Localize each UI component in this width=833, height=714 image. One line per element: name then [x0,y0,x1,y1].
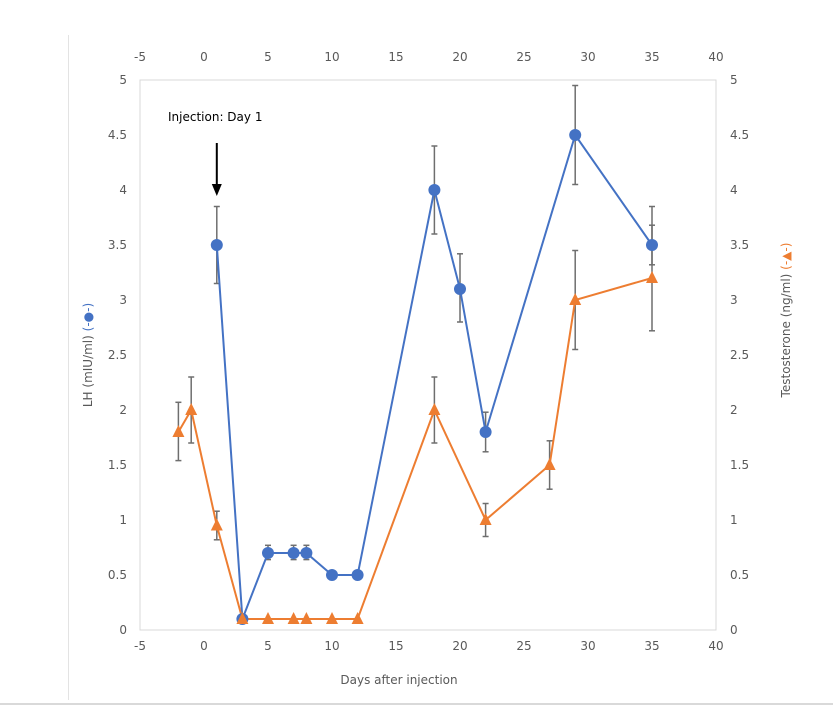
testosterone-point [351,612,364,624]
y-tick-label-right: 5 [730,73,738,87]
y-left-text: LH (mIU/ml) [81,335,95,407]
x-tick-label-bottom: 0 [200,639,208,653]
testosterone-line [177,277,653,620]
y-tick-label-left: 3.5 [108,238,127,252]
testosterone-point [646,271,658,283]
x-tick-label-top: 30 [580,50,595,64]
injection-annotation: Injection: Day 1 [168,110,262,124]
x-tick-label-bottom: 5 [264,639,272,653]
lh-point [326,569,338,581]
lh-point [454,283,466,295]
y-tick-label-left: 4.5 [108,128,127,142]
y-tick-label-left: 1 [119,513,127,527]
x-tick-label-bottom: 30 [580,639,595,653]
y-right-text: Testosterone (ng/ml) [779,274,793,399]
x-tick-label-top: 15 [388,50,403,64]
y-tick-label-left: 5 [119,73,127,87]
lh-point [210,239,223,251]
y-tick-label-left: 2 [119,403,127,417]
lh-line [215,132,653,620]
y-right-marker: (-▲-) [779,243,793,270]
x-tick-label-bottom: 15 [388,639,403,653]
x-tick-label-top: 25 [516,50,531,64]
lh-point [646,239,658,251]
y-tick-label-right: 0 [730,623,738,637]
figure-border-left [68,35,69,700]
lh-point [428,184,441,196]
testosterone-point [172,425,185,437]
x-tick-label-bottom: 10 [324,639,339,653]
arrow-down-icon [211,143,222,196]
testosterone-point [326,612,338,624]
x-tick-label-top: 0 [200,50,208,64]
y-tick-label-right: 2.5 [730,348,749,362]
testosterone-point [236,612,249,624]
x-tick-label-top: -5 [134,50,146,64]
testosterone-point [262,612,274,624]
x-tick-label-bottom: 40 [708,639,723,653]
testosterone-point [479,513,492,525]
y-tick-label-left: 1.5 [108,458,127,472]
testosterone-point [543,458,556,470]
y-left-marker: (-●-) [81,303,95,332]
x-tick-label-top: 35 [644,50,659,64]
testosterone-point [287,612,300,624]
y-tick-label-left: 3 [119,293,127,307]
lh-point [262,547,274,559]
x-axis-label: Days after injection [340,673,457,687]
y-tick-label-left: 4 [119,183,127,197]
x-tick-label-top: 5 [264,50,272,64]
y-tick-label-right: 1.5 [730,458,749,472]
testosterone-point [210,518,223,531]
x-tick-label-top: 40 [708,50,723,64]
y-tick-label-right: 3.5 [730,238,749,252]
lh-point [300,547,313,559]
lh-point [287,547,300,559]
y-tick-label-right: 1 [730,513,738,527]
lh-point [479,426,492,438]
testosterone-point [428,403,441,415]
y-tick-label-right: 4 [730,183,738,197]
x-tick-label-top: 10 [324,50,339,64]
testosterone-point [185,403,198,415]
x-tick-label-bottom: 35 [644,639,659,653]
lh-point [569,129,582,141]
testosterone-point [569,293,582,305]
x-tick-label-bottom: 20 [452,639,467,653]
y-tick-label-right: 4.5 [730,128,749,142]
figure-border-bottom [0,703,833,705]
y-tick-label-right: 2 [730,403,738,417]
y-tick-label-right: 0.5 [730,568,749,582]
y-tick-label-right: 3 [730,293,738,307]
lh-point [351,569,364,581]
x-tick-label-top: 20 [452,50,467,64]
testosterone-point [300,612,313,624]
y-axis-label-left: LH (mIU/ml) (-●-) [81,303,95,407]
y-tick-label-left: 2.5 [108,348,127,362]
y-axis-label-right: Testosterone (ng/ml) (-▲-) [779,243,793,399]
y-tick-label-left: 0.5 [108,568,127,582]
x-tick-label-bottom: -5 [134,639,146,653]
x-tick-label-bottom: 25 [516,639,531,653]
plot-area [139,79,717,631]
y-tick-label-left: 0 [119,623,127,637]
